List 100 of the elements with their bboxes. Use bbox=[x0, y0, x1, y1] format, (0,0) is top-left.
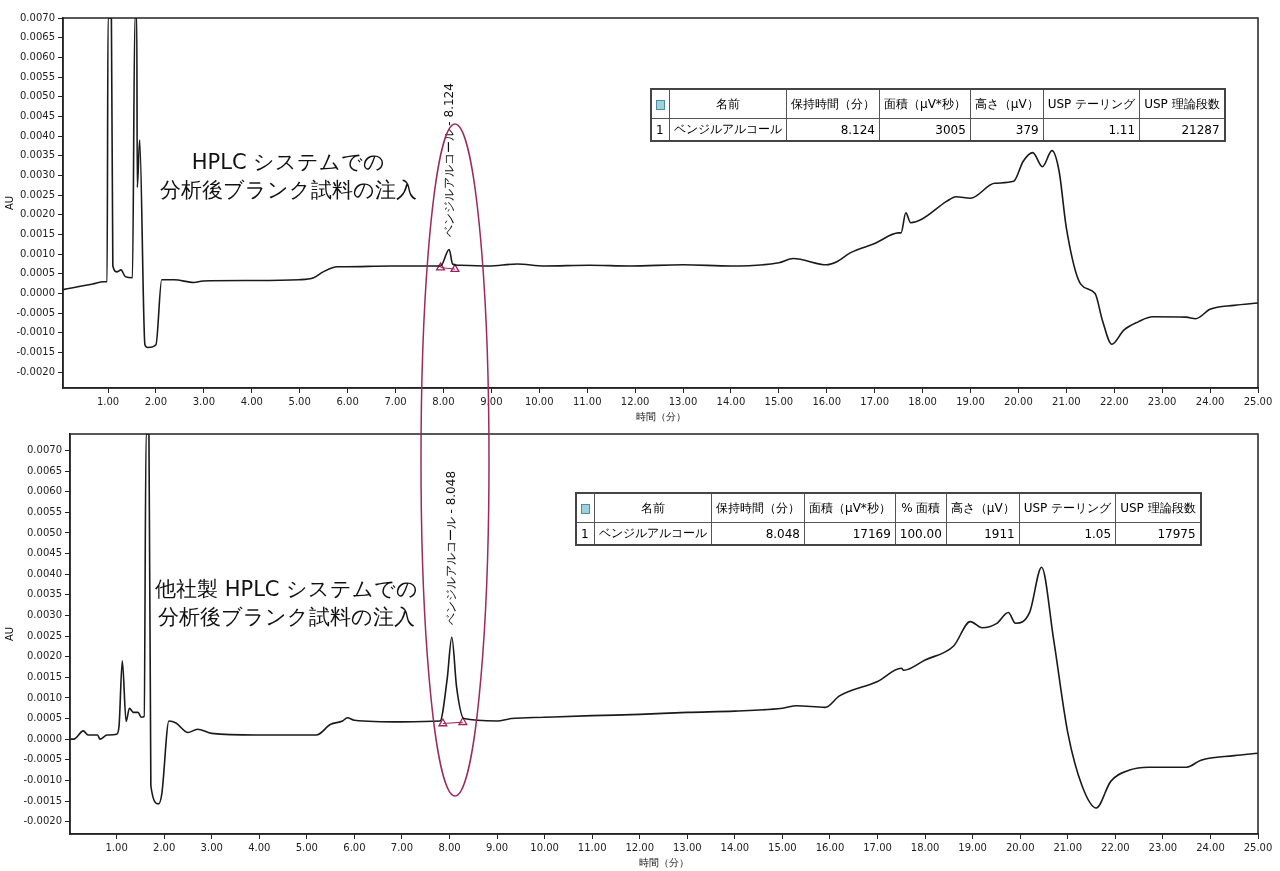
x-tick-label: 6.00 bbox=[343, 841, 366, 853]
annotation: USP テーリング bbox=[1043, 89, 1140, 119]
annotation: 379 bbox=[970, 118, 1044, 141]
annotation: 保持時間（分） bbox=[711, 493, 805, 523]
x-tick-label: 4.00 bbox=[240, 395, 263, 407]
y-tick-label: 0.0015 bbox=[27, 670, 62, 682]
annotation: USP 理論段数 bbox=[1139, 89, 1225, 119]
x-tick-label: 3.00 bbox=[192, 395, 215, 407]
annotation: ベンジルアルコール bbox=[594, 522, 712, 545]
y-axis-title: AU bbox=[3, 195, 15, 211]
x-tick-label: 15.00 bbox=[764, 395, 794, 407]
y-tick-label: 0.0000 bbox=[27, 732, 62, 744]
y-tick-label: 0.0055 bbox=[20, 70, 55, 82]
annotation: USP テーリング bbox=[1019, 493, 1116, 523]
y-tick-label: -0.0010 bbox=[16, 326, 55, 338]
x-tick-label: 7.00 bbox=[390, 841, 414, 853]
x-tick-label: 17.00 bbox=[863, 841, 892, 853]
y-tick-label: 0.0020 bbox=[27, 650, 62, 662]
y-axis-title: AU bbox=[3, 626, 15, 642]
annotation: 高さ（μV） bbox=[946, 493, 1020, 523]
y-tick-label: -0.0015 bbox=[23, 794, 62, 806]
x-tick-label: 10.00 bbox=[524, 395, 554, 407]
annotation: ベンジルアルコール - 8.124 bbox=[441, 83, 456, 238]
y-tick-label: 0.0030 bbox=[20, 169, 55, 181]
y-tick-label: 0.0005 bbox=[27, 712, 62, 724]
y-tick-label: 0.0030 bbox=[27, 609, 62, 621]
y-tick-label: 0.0035 bbox=[20, 149, 55, 161]
annotation: 1 bbox=[576, 522, 595, 545]
x-tick-label: 9.00 bbox=[485, 841, 509, 853]
annotation: 21287 bbox=[1139, 118, 1225, 141]
y-tick-label: 0.0050 bbox=[27, 526, 62, 538]
y-tick-label: 0.0060 bbox=[27, 485, 62, 497]
annotation: 他社製 HPLC システムでの bbox=[155, 576, 419, 603]
annotation: 名前 bbox=[594, 493, 712, 523]
y-tick-label: 0.0070 bbox=[27, 444, 62, 456]
x-tick-label: 23.00 bbox=[1148, 841, 1178, 853]
x-tick-label: 2.00 bbox=[144, 395, 168, 407]
y-tick-label: 0.0015 bbox=[20, 228, 55, 240]
annotation: 3005 bbox=[879, 118, 971, 141]
x-axis-title: 時間（分） bbox=[635, 410, 686, 422]
annotation: 分析後ブランク試料の注入 bbox=[160, 177, 417, 204]
annotation: % 面積 bbox=[895, 493, 947, 523]
y-tick-label: -0.0010 bbox=[23, 773, 62, 785]
x-tick-label: 14.00 bbox=[716, 395, 746, 407]
x-tick-label: 5.00 bbox=[288, 395, 311, 407]
annotation: USP 理論段数 bbox=[1115, 493, 1201, 523]
x-tick-label: 22.00 bbox=[1101, 841, 1130, 853]
x-tick-label: 11.00 bbox=[577, 841, 607, 853]
annotation: 1911 bbox=[946, 522, 1020, 545]
annotation: 高さ（μV） bbox=[970, 89, 1044, 119]
x-tick-label: 1.00 bbox=[105, 841, 128, 853]
annotation: 17975 bbox=[1115, 522, 1201, 545]
y-tick-label: 0.0020 bbox=[20, 208, 55, 220]
annotation: 分析後ブランク試料の注入 bbox=[157, 604, 417, 631]
x-tick-label: 25.00 bbox=[1243, 395, 1273, 407]
y-tick-label: 0.0035 bbox=[27, 588, 62, 600]
y-tick-label: 0.0045 bbox=[20, 110, 55, 121]
y-tick-label: 0.0000 bbox=[20, 287, 55, 299]
x-tick-label: 21.00 bbox=[1052, 395, 1081, 407]
x-tick-label: 3.00 bbox=[200, 841, 223, 853]
annotation: 1.11 bbox=[1043, 118, 1140, 141]
annotation: 面積（μV*秒） bbox=[879, 89, 971, 119]
y-tick-label: 0.0065 bbox=[27, 464, 62, 476]
x-tick-label: 20.00 bbox=[1005, 841, 1035, 853]
x-axis-title: 時間（分） bbox=[639, 856, 689, 868]
x-tick-label: 24.00 bbox=[1195, 395, 1225, 407]
x-tick-label: 20.00 bbox=[1004, 395, 1033, 407]
x-tick-label: 19.00 bbox=[958, 841, 987, 853]
x-tick-label: 10.00 bbox=[530, 841, 559, 853]
annotation: 1 bbox=[651, 118, 670, 141]
x-tick-label: 13.00 bbox=[668, 395, 698, 407]
y-tick-label: -0.0005 bbox=[23, 753, 62, 765]
x-tick-label: 17.00 bbox=[860, 395, 889, 407]
x-tick-label: 18.00 bbox=[910, 841, 940, 853]
y-tick-label: 0.0040 bbox=[20, 129, 55, 141]
x-tick-label: 6.00 bbox=[336, 395, 359, 407]
annotation: ベンジルアルコール - 8.048 bbox=[443, 470, 458, 626]
x-tick-label: 5.00 bbox=[295, 841, 318, 853]
y-tick-label: 0.0010 bbox=[20, 247, 55, 259]
x-tick-label: 13.00 bbox=[672, 841, 702, 853]
y-tick-label: 0.0040 bbox=[27, 567, 62, 579]
x-tick-label: 24.00 bbox=[1196, 841, 1225, 853]
y-tick-label: 0.0010 bbox=[27, 691, 62, 703]
y-tick-label: 0.0060 bbox=[20, 50, 55, 62]
x-tick-label: 21.00 bbox=[1053, 841, 1083, 853]
y-tick-label: -0.0005 bbox=[16, 306, 55, 318]
annotation: 面積（μV*秒） bbox=[804, 493, 896, 523]
x-tick-label: 19.00 bbox=[956, 395, 985, 407]
x-tick-label: 7.00 bbox=[384, 395, 407, 407]
annotation: 8.124 bbox=[786, 118, 880, 141]
y-tick-label: 0.0055 bbox=[27, 505, 62, 517]
y-tick-label: 0.0025 bbox=[27, 629, 62, 641]
y-tick-label: -0.0020 bbox=[16, 365, 55, 377]
annotation: 100.00 bbox=[895, 522, 947, 545]
x-tick-label: 1.00 bbox=[96, 395, 120, 407]
y-tick-label: -0.0020 bbox=[23, 815, 62, 827]
x-tick-label: 14.00 bbox=[720, 841, 750, 853]
y-tick-label: 0.0045 bbox=[27, 547, 62, 559]
y-tick-label: -0.0015 bbox=[16, 346, 55, 358]
x-tick-label: 16.00 bbox=[815, 841, 845, 853]
